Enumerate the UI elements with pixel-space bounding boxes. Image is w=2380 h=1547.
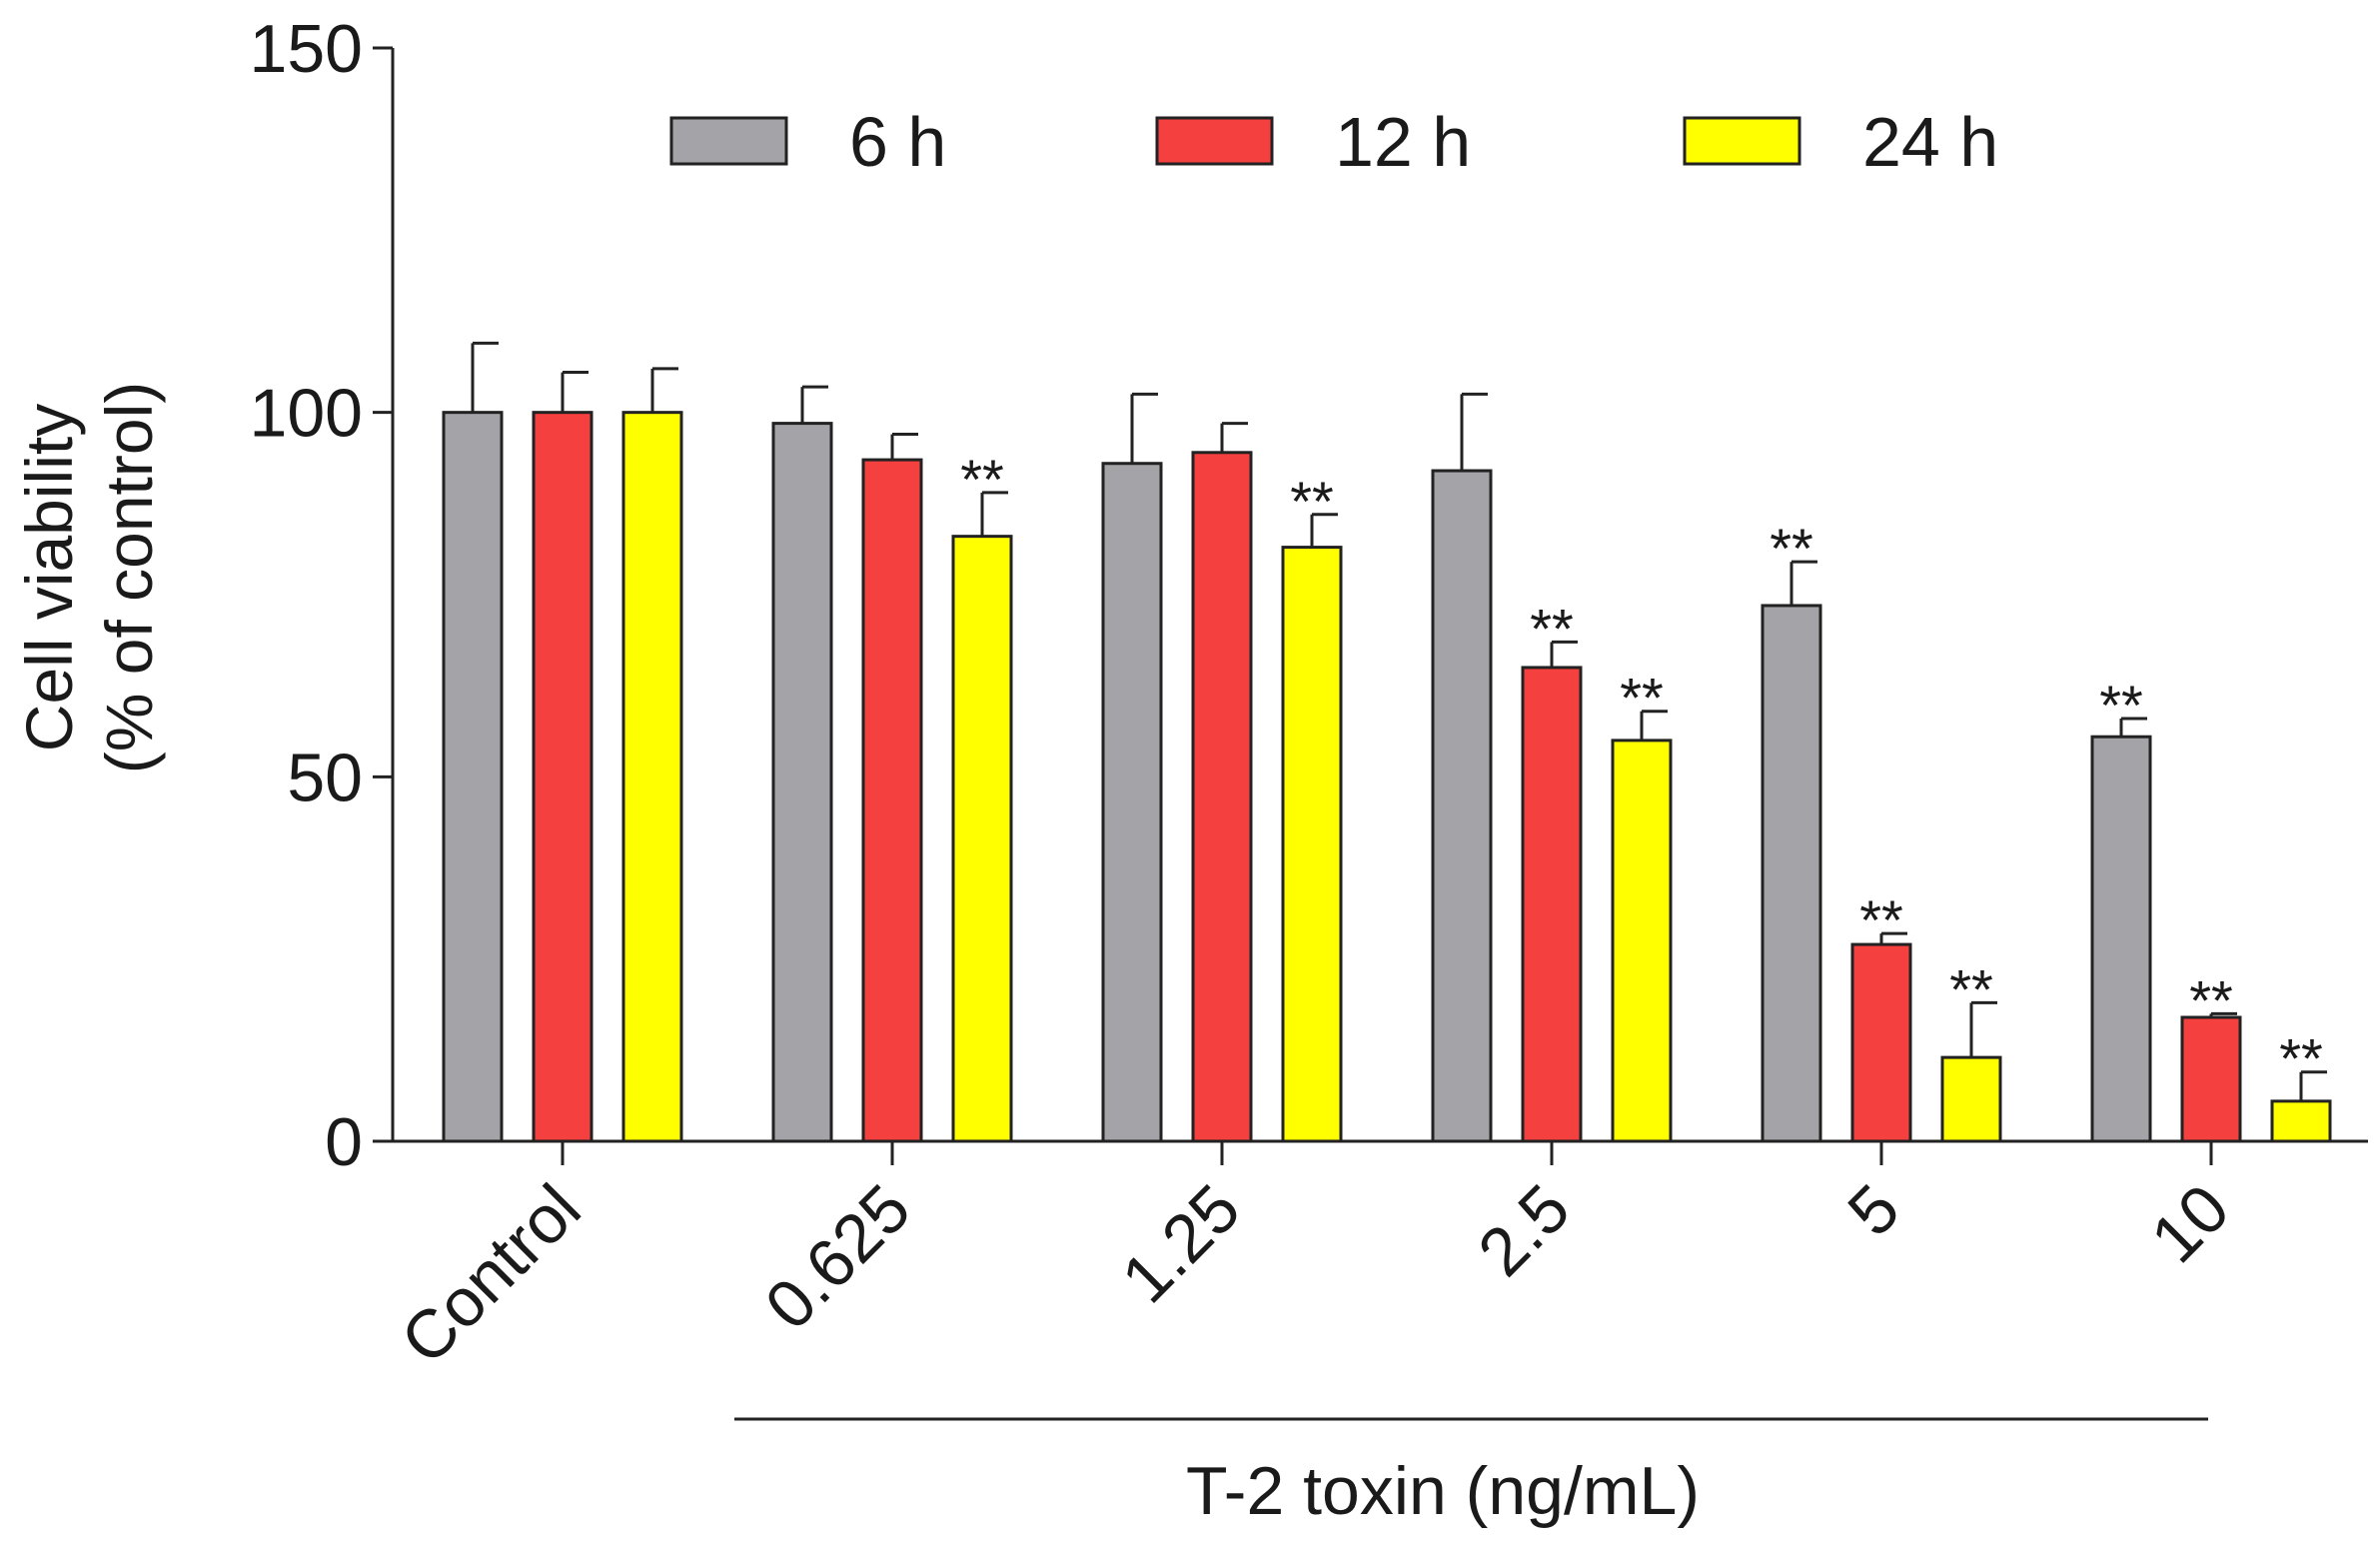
significance-label: ** xyxy=(2279,1027,2323,1090)
legend-label: 6 h xyxy=(849,103,946,181)
bar xyxy=(532,411,594,1143)
significance-label: ** xyxy=(1770,517,1813,580)
y-tick-label: 100 xyxy=(250,376,363,452)
bar xyxy=(1431,469,1493,1143)
bar xyxy=(621,411,683,1143)
significance-label: ** xyxy=(1530,597,1574,660)
significance-label: ** xyxy=(1949,957,1993,1020)
bars: ** ** ** ** ** ** ** ** ** ** xyxy=(442,341,2332,1143)
x-tick-label: 10 xyxy=(2136,1170,2243,1277)
bar xyxy=(1940,1055,2002,1143)
y-tick-label: 0 xyxy=(325,1104,363,1180)
significance-label: ** xyxy=(1290,470,1334,533)
bar xyxy=(1611,739,1673,1143)
y-tick-label: 150 xyxy=(250,11,363,87)
bar xyxy=(1281,546,1343,1143)
legend-label: 12 h xyxy=(1335,103,1471,181)
legend-swatch xyxy=(669,116,788,166)
significance-label: ** xyxy=(2189,968,2233,1031)
significance-label: ** xyxy=(960,448,1004,511)
significance-label: ** xyxy=(1620,667,1664,730)
bar xyxy=(2090,735,2152,1143)
bar xyxy=(2270,1099,2332,1143)
bar xyxy=(861,458,923,1143)
legend-label: 24 h xyxy=(1862,103,1998,181)
y-axis-label-line-2: (% of control) xyxy=(92,382,166,774)
bar xyxy=(951,535,1013,1143)
y-axis-label-line-1: Cell viability xyxy=(12,404,86,752)
y-axis-label: Cell viability (% of control) xyxy=(12,382,166,774)
x-tick-label: Control xyxy=(387,1170,595,1379)
significance-label: ** xyxy=(1859,888,1903,951)
x-tick-label: 0.625 xyxy=(751,1170,925,1344)
bar xyxy=(1191,451,1253,1143)
bar xyxy=(442,411,504,1143)
significance-label: ** xyxy=(2099,674,2143,737)
bar xyxy=(771,422,833,1143)
legend: 6 h 12 h 24 h xyxy=(669,103,1998,181)
x-tick-label: 1.25 xyxy=(1107,1170,1254,1317)
x-axis-label: T-2 toxin (ng/mL) xyxy=(1186,1453,1700,1529)
bar xyxy=(1850,942,1912,1143)
bar xyxy=(1101,462,1163,1143)
legend-swatch xyxy=(1683,116,1801,166)
x-tick-label: 2.5 xyxy=(1464,1170,1585,1291)
bar xyxy=(2180,1015,2242,1143)
bar xyxy=(1521,666,1583,1143)
bar xyxy=(1761,604,1822,1143)
y-tick-label: 50 xyxy=(287,740,363,815)
legend-swatch xyxy=(1155,116,1274,166)
x-tick-label: 5 xyxy=(1833,1170,1913,1250)
